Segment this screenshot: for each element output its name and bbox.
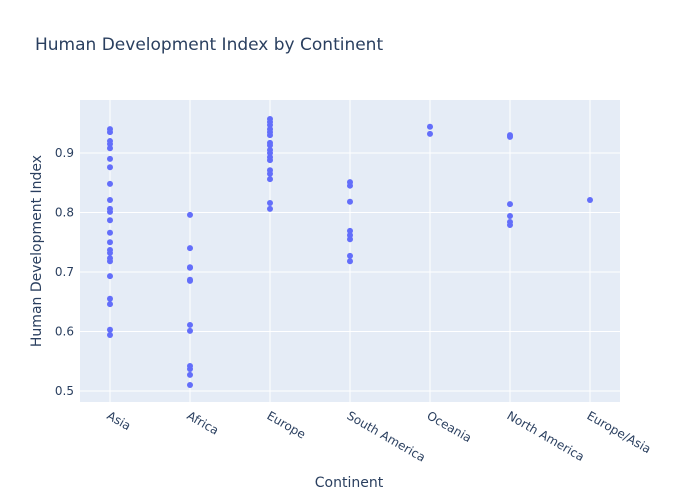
point [107, 141, 113, 148]
point [187, 211, 193, 218]
point [267, 121, 273, 128]
point [267, 199, 273, 206]
x-tick-label: Europe/Asia [585, 408, 654, 456]
x-tick-label: Asia [105, 408, 134, 433]
point [187, 371, 193, 378]
point [107, 273, 113, 280]
point [107, 180, 113, 187]
point [107, 196, 113, 203]
point [347, 252, 353, 259]
point [267, 176, 273, 183]
point [427, 130, 433, 137]
point [267, 142, 273, 149]
point [347, 236, 353, 243]
x-axis-title: Continent [315, 475, 384, 491]
point [507, 201, 513, 208]
point [347, 182, 353, 189]
x-tick-label: South America [345, 408, 428, 464]
point [107, 255, 113, 262]
point [107, 145, 113, 152]
point [107, 155, 113, 162]
y-tick-label: 0.7 [55, 265, 74, 279]
point [107, 326, 113, 333]
x-tick-label: North America [505, 408, 587, 464]
point [347, 227, 353, 234]
point [507, 133, 513, 140]
point [107, 301, 113, 308]
point [107, 239, 113, 246]
y-tick-label: 0.5 [55, 384, 74, 398]
point [507, 221, 513, 228]
y-tick-label: 0.6 [55, 324, 74, 338]
point [347, 198, 353, 205]
y-tick-label: 0.8 [55, 205, 74, 219]
point [107, 208, 113, 215]
point [507, 213, 513, 220]
point [187, 365, 193, 372]
point [187, 327, 193, 334]
point [187, 264, 193, 271]
point [187, 277, 193, 284]
point [107, 129, 113, 136]
point [187, 382, 193, 389]
y-axis-title: Human Development Index [29, 155, 45, 347]
point [107, 249, 113, 256]
chart-title: Human Development Index by Continent [35, 35, 383, 55]
point [347, 258, 353, 265]
point [187, 321, 193, 328]
point [347, 232, 353, 239]
x-tick-label: Africa [185, 408, 222, 437]
point [187, 245, 193, 252]
x-tick-label: Oceania [425, 408, 475, 445]
point [267, 132, 273, 139]
x-tick-label: Europe [265, 408, 309, 441]
point [107, 295, 113, 302]
point [107, 217, 113, 224]
point [107, 164, 113, 171]
point [587, 196, 593, 203]
point [107, 229, 113, 236]
point [427, 123, 433, 130]
point [267, 157, 273, 164]
point [267, 170, 273, 177]
y-tick-label: 0.9 [55, 146, 74, 160]
point [107, 332, 113, 339]
point [267, 205, 273, 212]
point [267, 149, 273, 156]
